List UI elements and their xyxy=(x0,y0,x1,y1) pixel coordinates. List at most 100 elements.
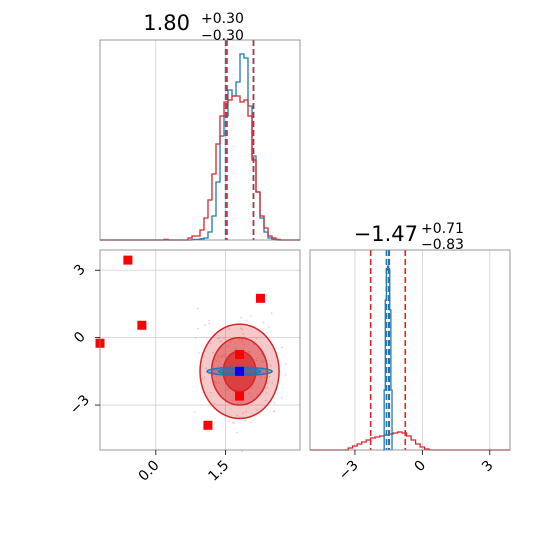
x-tick-label: 0.0 xyxy=(136,458,163,485)
sample-dot xyxy=(241,328,244,331)
sample-dot xyxy=(255,337,258,340)
sample-dot xyxy=(247,350,250,353)
sample-dot xyxy=(204,324,206,327)
sample-dot xyxy=(268,375,271,378)
sample-dot xyxy=(244,420,247,422)
sample-dot xyxy=(249,351,252,353)
sample-dot xyxy=(228,328,231,330)
sample-dot xyxy=(214,358,216,361)
sample-dot xyxy=(264,377,266,379)
sample-dot xyxy=(215,375,217,378)
x-tick-label: 1.5 xyxy=(205,458,232,485)
red-point xyxy=(255,293,265,303)
sample-dot xyxy=(240,327,242,330)
sample-dot xyxy=(250,395,252,398)
sample-dot xyxy=(212,351,214,354)
sample-dot xyxy=(240,338,243,341)
sample-dot xyxy=(227,388,230,391)
panel-frame xyxy=(99,39,301,241)
sample-dot xyxy=(240,316,242,319)
sample-dot xyxy=(236,414,239,417)
scatter-contour-panel: 0.0 1.5 3 0 −3 xyxy=(67,249,301,485)
sample-dot xyxy=(264,387,267,390)
histogram-step xyxy=(100,53,300,241)
histogram-panel-x: 1.80 +0.30 −0.30 xyxy=(99,11,301,241)
sample-dot xyxy=(223,353,225,356)
sample-dot xyxy=(245,410,247,413)
sample-dot xyxy=(203,376,206,379)
sample-dot xyxy=(217,338,219,340)
sample-dot xyxy=(284,373,287,376)
red-point xyxy=(203,420,213,430)
sample-dot xyxy=(219,340,221,342)
sample-dot xyxy=(231,421,234,424)
sample-dot xyxy=(245,319,248,322)
histogram-series xyxy=(310,250,510,451)
sample-dot xyxy=(270,312,273,315)
sample-dot xyxy=(243,343,246,346)
x-tick-label: 3 xyxy=(479,458,497,476)
y-tick-labels: 3 0 −3 xyxy=(67,261,100,418)
sample-dot xyxy=(235,347,237,350)
histogram-step xyxy=(383,265,393,451)
sample-dot xyxy=(231,399,234,402)
sample-dot xyxy=(205,367,208,370)
sample-dot xyxy=(220,356,223,359)
sample-dot xyxy=(269,363,272,366)
sample-dot xyxy=(242,333,244,335)
sample-dot xyxy=(267,326,270,328)
sample-dot xyxy=(241,450,243,452)
x-tick-label: −3 xyxy=(336,458,362,484)
red-point xyxy=(137,320,147,330)
sample-dot xyxy=(213,381,216,383)
sample-dot xyxy=(273,410,276,412)
blue-point xyxy=(235,366,245,376)
grid xyxy=(155,40,226,240)
red-point xyxy=(235,349,245,359)
sample-dot xyxy=(253,343,255,346)
panel-title-value: −1.47 xyxy=(354,222,418,246)
sample-dot xyxy=(201,378,204,381)
sample-dot xyxy=(256,409,258,411)
sample-dot xyxy=(260,361,263,363)
sample-dot xyxy=(217,356,220,359)
panel-frame xyxy=(99,249,301,451)
sample-dot xyxy=(270,365,272,367)
sample-dot xyxy=(236,431,238,434)
sample-dot xyxy=(266,386,269,389)
sample-dot xyxy=(218,337,221,340)
sample-dot xyxy=(222,337,225,340)
x-tick-labels: −3 0 3 xyxy=(336,450,497,483)
sample-dot xyxy=(251,387,254,390)
sample-dot xyxy=(256,393,259,396)
sample-dot xyxy=(265,399,267,402)
panel-title-value: 1.80 xyxy=(143,11,190,35)
sample-dot xyxy=(223,355,226,358)
sample-dot xyxy=(248,392,250,394)
sample-dot xyxy=(229,341,232,344)
red-point xyxy=(123,255,133,265)
sample-dot xyxy=(209,391,212,394)
sample-dot xyxy=(217,365,220,368)
sample-dot xyxy=(265,392,268,394)
sample-dot xyxy=(213,402,216,405)
sample-dot xyxy=(208,322,211,325)
sample-dot xyxy=(281,346,283,349)
sample-dot xyxy=(262,321,265,324)
histogram-series xyxy=(100,40,300,241)
sample-dot xyxy=(227,345,230,348)
sample-dot xyxy=(255,359,258,362)
sample-dot xyxy=(238,339,241,342)
sample-dot xyxy=(227,420,230,423)
sample-dot xyxy=(258,386,260,389)
sample-dot xyxy=(262,360,264,363)
panel-frame xyxy=(309,249,511,451)
sample-dot xyxy=(233,422,235,425)
sample-dot xyxy=(194,337,197,339)
sample-dot xyxy=(241,340,243,342)
sample-dot xyxy=(256,357,258,360)
sample-dot xyxy=(250,421,252,423)
sample-dot xyxy=(234,342,237,344)
sample-dot xyxy=(205,336,208,339)
